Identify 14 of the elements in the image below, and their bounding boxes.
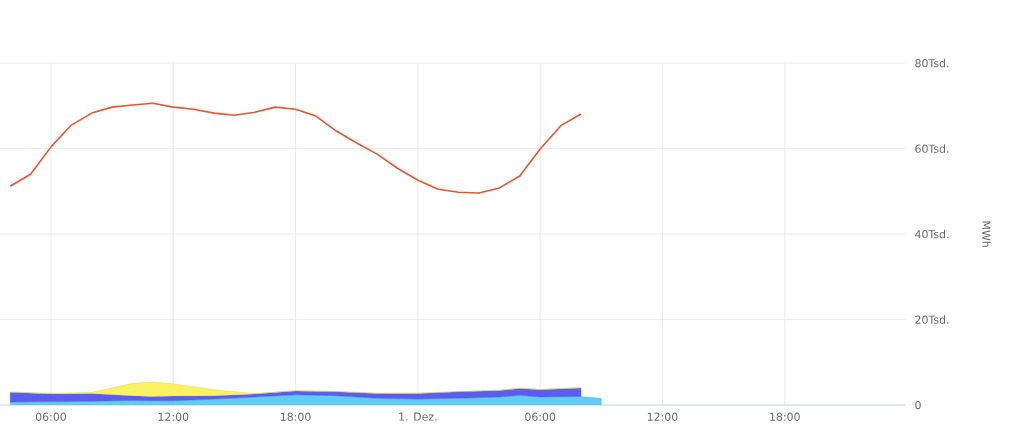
y-tick-label: 60Tsd.: [915, 144, 949, 153]
line-series: [9, 102, 582, 194]
x-tick-label: 1. Dez.: [399, 412, 437, 421]
x-tick-label: 06:00: [35, 412, 67, 421]
x-tick-label: 18:00: [770, 412, 800, 421]
x-tick-label: 18:00: [280, 412, 311, 421]
y-tick-label: 20Tsd.: [915, 315, 949, 324]
x-tick-label: 06:00: [525, 412, 556, 421]
x-tick-label: 12:00: [158, 412, 189, 421]
y-tick-label: 0: [915, 400, 921, 410]
y-tick-label: 40Tsd.: [915, 229, 949, 239]
y-axis-title: MWh: [982, 221, 991, 247]
y-tick-label: 80Tsd.: [915, 58, 949, 68]
x-tick-label: 12:00: [647, 412, 678, 421]
